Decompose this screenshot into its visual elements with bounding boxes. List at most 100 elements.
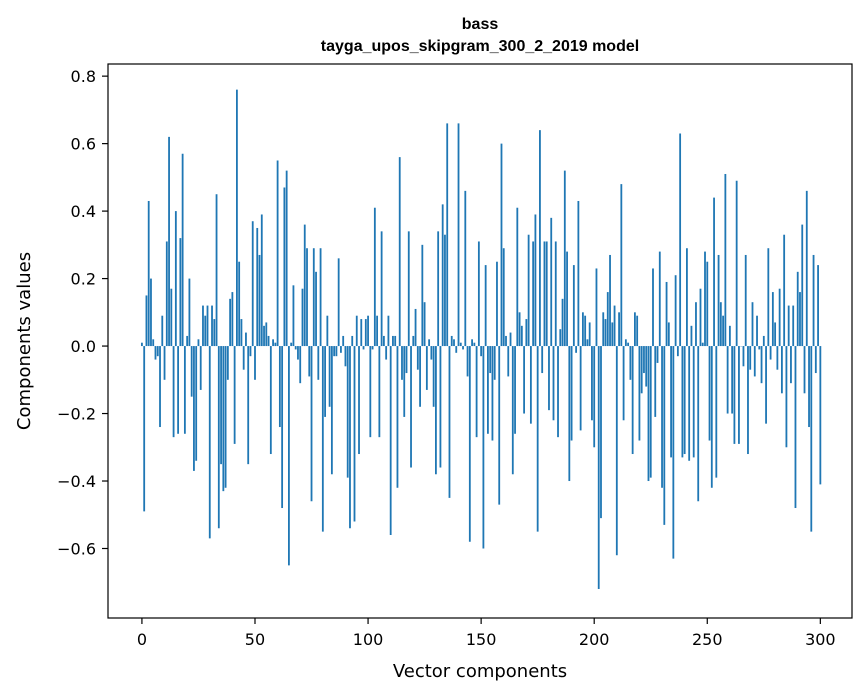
bar-273: [758, 346, 761, 350]
bar-20: [186, 335, 189, 347]
bar-199: [591, 346, 593, 421]
bar-17: [179, 238, 182, 347]
bar-231: [663, 346, 666, 525]
bar-179: [545, 241, 548, 347]
bar-184: [557, 346, 559, 438]
bar-189: [568, 346, 571, 482]
bar-93: [351, 335, 354, 347]
bar-250: [706, 261, 709, 347]
bar-268: [747, 346, 749, 455]
bar-247: [699, 288, 702, 347]
bar-183: [554, 241, 557, 347]
bar-48: [249, 346, 252, 357]
bar-229: [658, 251, 661, 347]
y-axis-label: Components values: [14, 252, 35, 430]
bar-146: [471, 339, 473, 347]
x-tick-label: 200: [579, 630, 610, 649]
bar-201: [595, 268, 598, 347]
bar-45: [242, 346, 245, 370]
bar-198: [588, 322, 591, 347]
bar-14: [172, 346, 175, 438]
bar-35: [220, 346, 222, 465]
bar-31: [211, 305, 213, 347]
bar-241: [686, 248, 688, 347]
bar-77: [315, 271, 317, 347]
bar-115: [401, 346, 403, 380]
bar-300: [819, 346, 822, 485]
bar-40: [231, 292, 234, 347]
bar-280: [774, 322, 777, 347]
bar-112: [394, 335, 397, 347]
bar-291: [799, 292, 801, 347]
bar-262: [733, 346, 736, 444]
bar-19: [183, 346, 186, 434]
bar-225: [649, 346, 652, 478]
bar-111: [392, 335, 394, 347]
bar-194: [579, 346, 582, 431]
bar-298: [814, 346, 817, 374]
bar-74: [308, 346, 311, 377]
bar-223: [645, 346, 648, 387]
bar-76: [312, 248, 315, 347]
bar-127: [428, 339, 431, 347]
bar-260: [728, 325, 731, 347]
y-axis-ticks: −0.6 −0.4 −0.2 0.0 0.2 0.4 0.6 0.8: [57, 67, 108, 558]
bar-81: [324, 346, 326, 417]
bar-113: [396, 346, 399, 488]
bar-50: [254, 346, 256, 380]
bar-139: [455, 346, 458, 353]
bar-142: [462, 346, 464, 350]
bar-226: [652, 268, 654, 347]
bar-149: [477, 241, 480, 347]
bar-6: [154, 346, 157, 360]
bar-299: [817, 265, 819, 347]
bar-108: [385, 346, 388, 360]
bar-18: [181, 153, 184, 347]
bar-118: [407, 231, 410, 347]
bar-245: [695, 302, 697, 347]
bar-136: [448, 346, 451, 498]
bar-109: [387, 315, 390, 347]
bar-85: [333, 346, 336, 357]
bar-98: [362, 346, 365, 350]
bar-100: [367, 315, 369, 347]
bar-52: [258, 254, 261, 347]
bar-287: [790, 346, 792, 384]
bar-286: [787, 305, 790, 347]
bar-27: [202, 305, 204, 347]
bar-148: [475, 346, 478, 438]
bar-39: [229, 298, 232, 347]
bar-208: [611, 322, 614, 347]
bar-144: [466, 346, 469, 377]
bar-143: [464, 190, 467, 347]
x-tick-label: 50: [245, 630, 265, 649]
bar-57: [269, 346, 272, 455]
bar-114: [398, 157, 401, 347]
bar-182: [552, 346, 555, 421]
bar-145: [468, 346, 471, 542]
bar-244: [692, 346, 695, 458]
bar-44: [240, 319, 243, 347]
bar-33: [215, 194, 218, 347]
bar-230: [661, 346, 663, 488]
bar-274: [760, 346, 763, 384]
bar-174: [534, 214, 537, 347]
bar-237: [676, 346, 679, 357]
bar-222: [643, 346, 645, 374]
bar-128: [430, 346, 433, 360]
bar-126: [425, 346, 428, 390]
bar-135: [446, 123, 449, 347]
bar-177: [541, 346, 544, 374]
bar-233: [667, 322, 670, 347]
bar-75: [310, 346, 313, 502]
bar-227: [654, 346, 657, 417]
bar-162: [507, 346, 510, 377]
bar-42: [236, 89, 238, 347]
bar-294: [805, 190, 808, 347]
bar-60: [276, 160, 279, 347]
y-tick-label: 0.6: [71, 135, 96, 154]
bar-238: [679, 133, 682, 347]
bar-167: [518, 312, 521, 347]
bar-173: [532, 241, 535, 347]
